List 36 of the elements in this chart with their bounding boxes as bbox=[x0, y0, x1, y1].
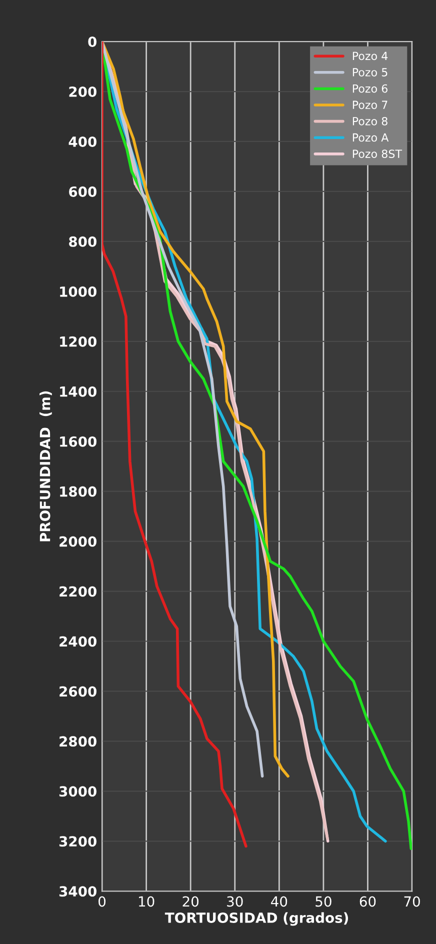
y-tick-label: 600 bbox=[69, 186, 96, 197]
x-tick-label: 40 bbox=[271, 896, 288, 907]
x-axis-title: TORTUOSIDAD (grados) bbox=[164, 912, 348, 926]
y-tick-label: 2200 bbox=[60, 586, 96, 597]
y-tick-label: 400 bbox=[68, 136, 96, 147]
line-series bbox=[102, 42, 248, 848]
x-tick-label: 50 bbox=[316, 896, 332, 907]
x-tick-label: 0 bbox=[98, 896, 106, 907]
x-tick-label: 30 bbox=[227, 896, 243, 907]
y-tick-label: 200 bbox=[69, 86, 96, 97]
y-tick-label: 3200 bbox=[59, 836, 96, 847]
x-tick-label: 70 bbox=[404, 896, 420, 907]
y-tick-label: 1400 bbox=[60, 386, 96, 397]
legend-label: Pozo 8ST bbox=[352, 150, 402, 158]
y-tick-label: 2000 bbox=[60, 536, 96, 547]
legend-label: Pozo 7 bbox=[352, 100, 388, 110]
y-axis-title: PROFUNDIDAD (m) bbox=[40, 391, 52, 542]
legend-label: Pozo 8 bbox=[352, 116, 388, 126]
x-tick-label: 20 bbox=[182, 896, 199, 907]
y-tick-label: 1600 bbox=[60, 436, 96, 447]
y-tick-label: 2400 bbox=[60, 636, 96, 647]
legend-label: Pozo 4 bbox=[352, 52, 388, 60]
y-tick-label: 0 bbox=[88, 36, 96, 48]
y-tick-label: 3400 bbox=[59, 886, 96, 897]
y-tick-label: 800 bbox=[69, 236, 96, 247]
x-tick-label: 60 bbox=[360, 896, 376, 907]
legend-label: Pozo 6 bbox=[352, 84, 388, 93]
y-tick-label: 1800 bbox=[60, 486, 96, 497]
legend-label: Pozo A bbox=[352, 133, 389, 142]
y-tick-label: 1200 bbox=[60, 336, 96, 347]
y-tick-label: 2600 bbox=[60, 686, 96, 697]
x-tick-label: 10 bbox=[139, 896, 154, 907]
y-tick-label: 3000 bbox=[59, 786, 96, 797]
y-tick-label: 1000 bbox=[60, 286, 96, 297]
legend-label: Pozo 5 bbox=[352, 68, 388, 76]
y-tick-label: 2800 bbox=[60, 736, 96, 747]
